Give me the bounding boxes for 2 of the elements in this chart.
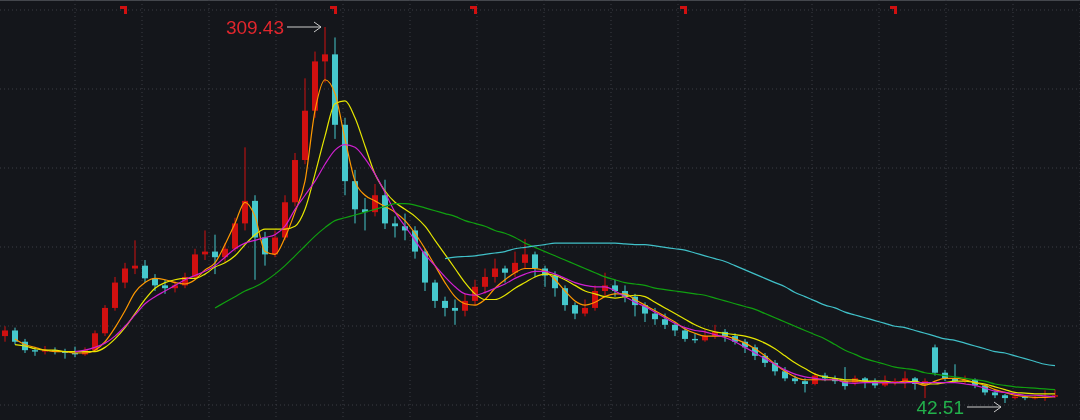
annotation: 42.51 — [916, 396, 964, 418]
annotation: 309.43 — [225, 16, 284, 38]
